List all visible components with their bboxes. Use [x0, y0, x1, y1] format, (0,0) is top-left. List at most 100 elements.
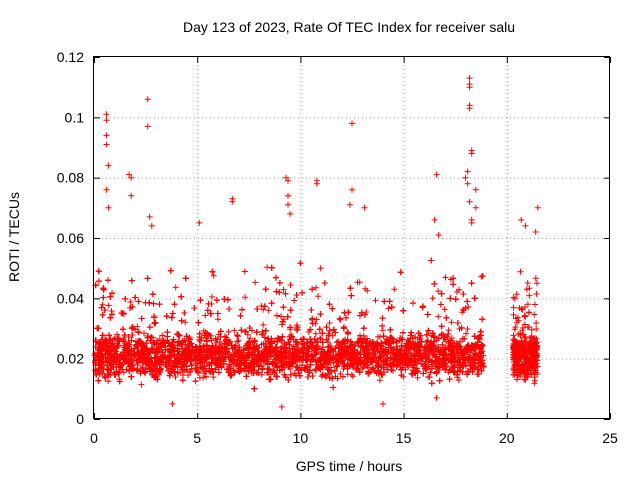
data-point [279, 321, 286, 328]
data-point [389, 367, 396, 374]
data-point [182, 319, 189, 326]
data-point [427, 369, 434, 376]
data-point [317, 265, 324, 272]
data-point [426, 374, 433, 381]
data-point [156, 336, 163, 343]
data-point [242, 294, 249, 301]
data-point [210, 272, 217, 279]
data-point [239, 306, 245, 313]
data-point [435, 288, 442, 295]
data-point [210, 374, 217, 381]
data-point [99, 332, 106, 339]
data-point [226, 306, 233, 312]
data-point [261, 334, 268, 341]
data-point [235, 337, 242, 344]
data-point [379, 327, 386, 334]
data-point [459, 368, 466, 375]
data-point [149, 291, 156, 298]
data-point [99, 311, 106, 318]
data-point [258, 341, 265, 348]
data-point [348, 371, 355, 378]
y-tick-label: 0.06 [57, 230, 84, 246]
data-point [424, 311, 431, 318]
data-point [380, 333, 387, 340]
data-point [119, 326, 126, 333]
data-point [435, 313, 442, 320]
data-point [154, 376, 161, 383]
data-point [135, 328, 142, 335]
data-point [344, 371, 351, 378]
data-point [203, 373, 209, 380]
data-point [459, 335, 466, 342]
data-point [135, 329, 142, 336]
data-point [284, 313, 291, 320]
data-point [105, 378, 112, 385]
data-point [191, 305, 198, 311]
x-tick-label: 20 [499, 430, 515, 446]
data-point [178, 317, 185, 324]
y-tick-label: 0.04 [57, 290, 84, 306]
data-point [245, 368, 252, 375]
data-point [309, 286, 316, 293]
data-point [252, 279, 259, 286]
data-point [345, 309, 352, 316]
data-point [323, 324, 330, 331]
data-point [123, 366, 130, 373]
data-point [215, 316, 221, 323]
data-point [387, 326, 394, 333]
data-point [321, 280, 328, 286]
data-point [208, 293, 215, 300]
data-point [448, 319, 455, 326]
data-point [168, 314, 175, 321]
x-axis-title: GPS time / hours [296, 458, 403, 474]
data-point [207, 332, 214, 339]
data-point [234, 338, 241, 345]
x-tick-label: 10 [293, 430, 309, 446]
data-point [122, 295, 129, 302]
grid-lines [94, 57, 610, 419]
data-point [100, 294, 107, 301]
y-axis-title: ROTI / TECUs [6, 192, 22, 282]
data-point [468, 280, 475, 287]
y-tick-label: 0.1 [65, 109, 85, 125]
data-point [357, 350, 364, 356]
data-point [139, 364, 146, 371]
data-point [309, 373, 316, 379]
data-point [258, 371, 265, 378]
data-point [363, 309, 370, 315]
data-point [152, 319, 159, 326]
data-point [428, 380, 435, 387]
data-point [247, 335, 254, 342]
data-point [138, 381, 145, 388]
data-point [441, 306, 448, 313]
data-point [478, 273, 485, 280]
data-point [448, 335, 455, 342]
axis-ticks: 00.020.040.060.080.10.120 5 10 15 20 25 [57, 49, 618, 446]
data-point [98, 304, 105, 311]
data-point [260, 306, 267, 313]
data-point [185, 372, 192, 379]
data-point [414, 374, 421, 381]
data-point [361, 311, 368, 318]
data-point [347, 285, 354, 292]
data-point [99, 301, 106, 308]
data-point [312, 330, 319, 337]
data-point [260, 321, 267, 328]
data-point [291, 370, 298, 377]
data-point [315, 293, 322, 300]
data-point [348, 292, 355, 299]
data-point [128, 325, 135, 332]
data-point [274, 312, 280, 319]
y-tick-label: 0.02 [57, 351, 84, 367]
y-tick-label: 0.08 [57, 170, 84, 186]
data-point [285, 377, 292, 383]
data-point [138, 315, 145, 322]
data-point [272, 274, 279, 281]
data-point [202, 312, 209, 319]
data-point [225, 328, 232, 335]
data-point [307, 361, 314, 368]
data-point [437, 301, 444, 308]
x-tick-label: 15 [396, 430, 412, 446]
data-point [372, 297, 379, 304]
